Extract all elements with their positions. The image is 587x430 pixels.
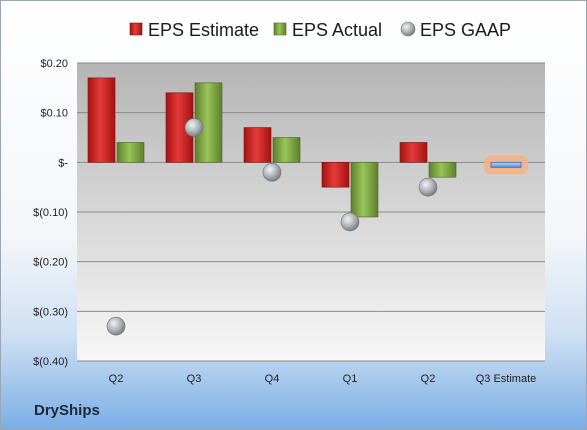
estimate-bar xyxy=(87,77,116,163)
gaap-point xyxy=(418,177,438,197)
x-tick-label: Q2 xyxy=(109,373,124,385)
legend-swatch xyxy=(400,21,416,37)
actual-bar xyxy=(116,142,145,163)
x-axis-labels: Q2 Q3 Q4 Q1 Q2 Q3 Estimate xyxy=(109,373,537,385)
y-tick-label: $- xyxy=(58,157,68,169)
company-name: DryShips xyxy=(34,402,100,419)
gaap-point xyxy=(106,316,126,336)
gaap-point xyxy=(340,212,360,232)
estimate-bar xyxy=(399,142,428,163)
legend-label: EPS Estimate xyxy=(148,20,259,40)
gaap-point xyxy=(262,162,282,182)
y-tick-label: $(0.10) xyxy=(33,207,68,219)
y-tick-label: $(0.30) xyxy=(33,306,68,318)
bars xyxy=(87,77,528,336)
actual-bar xyxy=(272,137,301,163)
legend-swatch xyxy=(273,22,287,36)
x-tick-label: Q3 Estimate xyxy=(476,373,537,385)
x-tick-label: Q1 xyxy=(343,373,358,385)
estimate-bar xyxy=(321,162,350,188)
legend: EPS Estimate EPS Actual EPS GAAP xyxy=(129,20,511,40)
actual-bar xyxy=(428,162,457,178)
next-estimate-bar xyxy=(490,161,522,168)
actual-bar xyxy=(350,162,379,218)
x-tick-label: Q2 xyxy=(421,373,436,385)
y-tick-label: $(0.40) xyxy=(33,356,68,368)
y-axis-labels: $0.20 $0.10 $- $(0.10) $(0.20) $(0.30) $(0.40) xyxy=(33,58,68,368)
y-tick-label: $(0.20) xyxy=(33,257,68,269)
legend-label: EPS Actual xyxy=(292,20,382,40)
estimate-bar xyxy=(243,127,272,163)
gaap-point xyxy=(184,118,204,137)
x-tick-label: Q3 xyxy=(187,373,202,385)
legend-label: EPS GAAP xyxy=(420,20,511,40)
x-tick-label: Q4 xyxy=(265,373,280,385)
y-tick-label: $0.20 xyxy=(40,58,68,70)
legend-swatch xyxy=(129,22,143,36)
gridlines xyxy=(77,62,545,362)
y-tick-label: $0.10 xyxy=(40,108,68,120)
